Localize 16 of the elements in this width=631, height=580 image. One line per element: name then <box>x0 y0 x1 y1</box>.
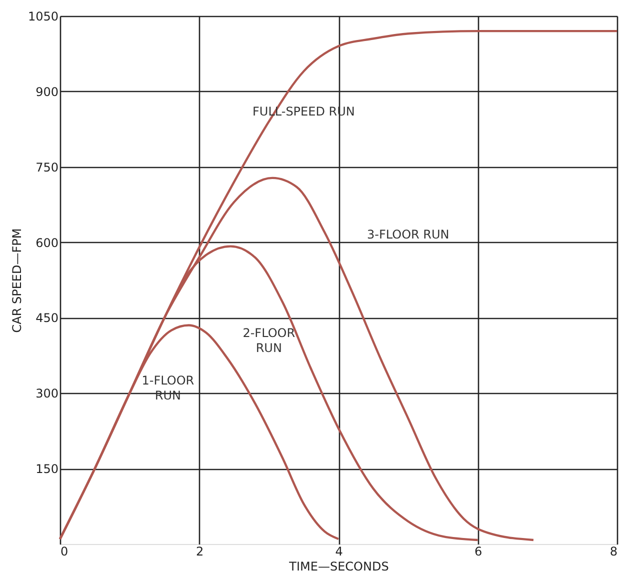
y-tick-label: 900 <box>36 84 58 99</box>
x-tick-label: 8 <box>610 544 618 558</box>
y-tick-label: 300 <box>36 386 58 401</box>
series-label: 2-FLOOR RUN <box>242 326 296 355</box>
y-tick-label: 150 <box>36 462 58 476</box>
x-tick-label: 0 <box>60 544 68 558</box>
x-tick-label: 4 <box>335 544 343 558</box>
text: 3-FLOOR RUN <box>366 228 450 242</box>
x-tick-label: 6 <box>474 544 482 558</box>
x-tick-label: 2 <box>196 544 204 558</box>
y-tick-label: 600 <box>36 236 58 250</box>
x-axis-title: TIME—SECONDS <box>288 560 389 574</box>
y-tick-label: 750 <box>36 160 58 174</box>
y-tick-label: 450 <box>36 311 58 326</box>
y-tick-label: 1050 <box>28 10 58 24</box>
y-axis-title: CAR SPEED—FPM <box>10 228 24 333</box>
